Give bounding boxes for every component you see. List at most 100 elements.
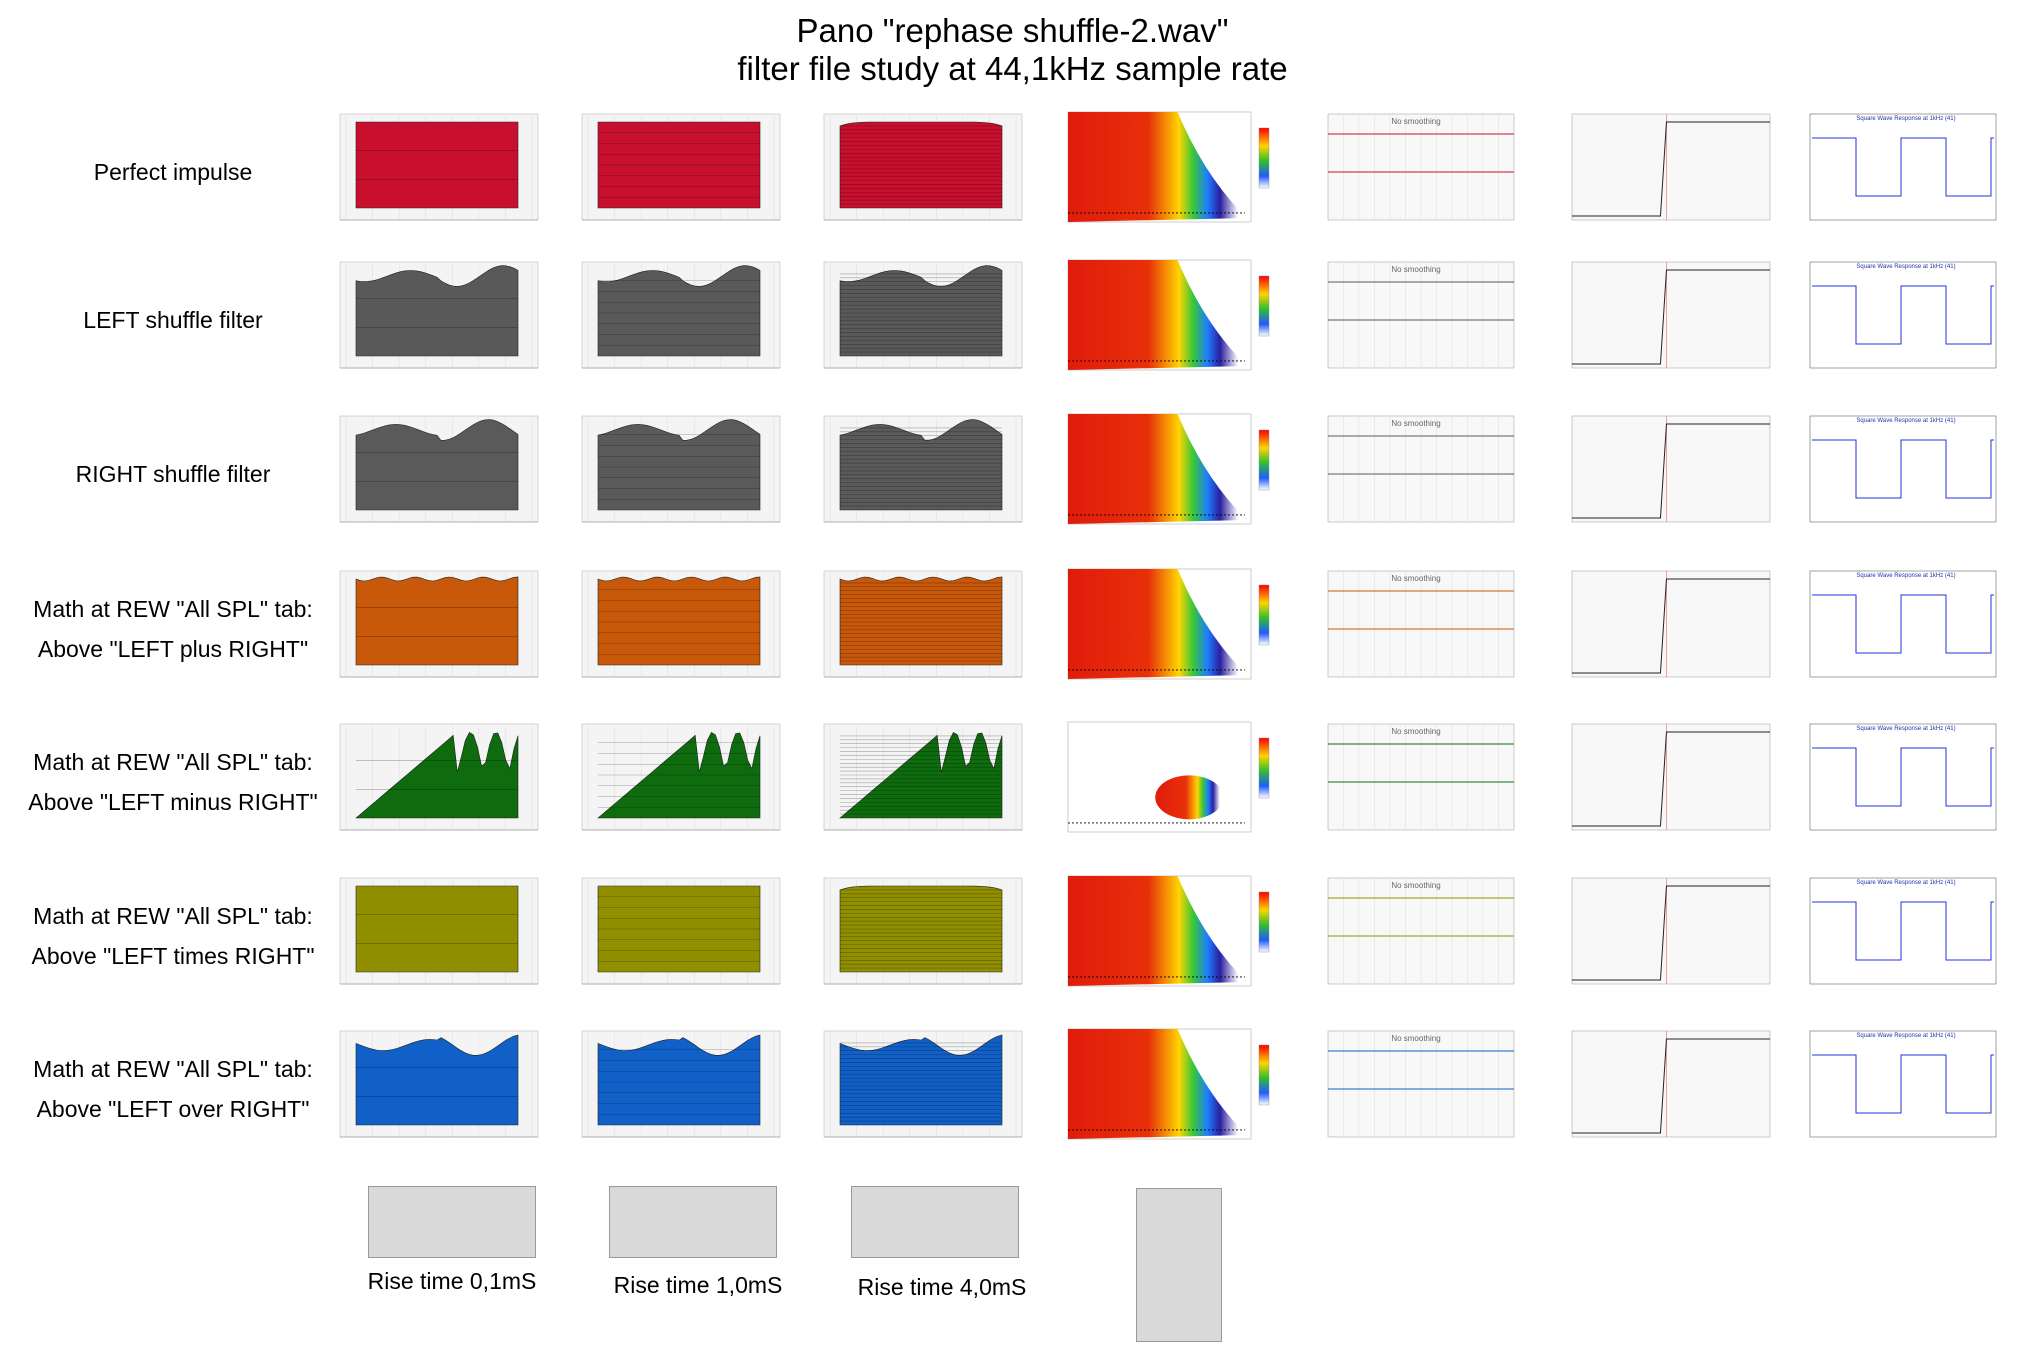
sq-panel: Square Wave Response at 1kHz (41) [1806, 565, 2006, 693]
sq-plot: Square Wave Response at 1kHz (41) [1806, 872, 2006, 1000]
row-label-line: Math at REW "All SPL" tab: [33, 596, 313, 622]
wf-plot [576, 256, 786, 384]
row-label-line: Perfect impulse [93, 159, 253, 185]
fr-panel: No smoothing [1318, 256, 1542, 384]
phase-plot [1564, 718, 1782, 846]
no-smoothing-label: No smoothing [1391, 265, 1440, 274]
rise-time-settings-panel-3[interactable] [851, 1186, 1019, 1258]
row-label: Math at REW "All SPL" tab: Above "LEFT pl… [8, 589, 338, 669]
wf-panel [334, 410, 544, 538]
wf-panel [334, 1025, 544, 1153]
fr-panel: No smoothing [1318, 410, 1542, 538]
sq-plot: Square Wave Response at 1kHz (41) [1806, 108, 2006, 236]
fr-panel: No smoothing [1318, 718, 1542, 846]
row-label-line: Above "LEFT over RIGHT" [36, 1096, 310, 1122]
phase-panel [1564, 1025, 1782, 1153]
phase-plot [1564, 410, 1782, 538]
spec-plot [1060, 410, 1295, 538]
sq-plot: Square Wave Response at 1kHz (41) [1806, 718, 2006, 846]
wf-plot [818, 410, 1028, 538]
fr-plot: No smoothing [1318, 718, 1542, 846]
fr-plot: No smoothing [1318, 108, 1542, 236]
rise-time-caption-3: Rise time 4,0mS [857, 1274, 1027, 1300]
no-smoothing-label: No smoothing [1391, 1034, 1440, 1043]
phase-plot [1564, 565, 1782, 693]
phase-panel [1564, 108, 1782, 236]
fr-plot: No smoothing [1318, 1025, 1542, 1153]
phase-panel [1564, 718, 1782, 846]
no-smoothing-label: No smoothing [1391, 727, 1440, 736]
fr-plot: No smoothing [1318, 410, 1542, 538]
wf-plot [334, 410, 544, 538]
wf-plot [818, 872, 1028, 1000]
spec-panel [1060, 108, 1295, 236]
rise-time-caption-2: Rise time 1,0mS [613, 1272, 783, 1298]
wf-panel [576, 256, 786, 384]
wf-panel [818, 565, 1028, 693]
fr-plot: No smoothing [1318, 872, 1542, 1000]
wf-plot [818, 718, 1028, 846]
wf-plot [334, 718, 544, 846]
rise-time-settings-panel-2[interactable] [609, 1186, 777, 1258]
spec-plot [1060, 565, 1295, 693]
square-wave-title: Square Wave Response at 1kHz (41) [1856, 573, 1955, 579]
sq-panel: Square Wave Response at 1kHz (41) [1806, 108, 2006, 236]
wf-plot [818, 108, 1028, 236]
wf-panel [818, 410, 1028, 538]
square-wave-title: Square Wave Response at 1kHz (41) [1856, 418, 1955, 424]
page-title-line-2: filter file study at 44,1kHz sample rate [737, 50, 1288, 87]
sq-panel: Square Wave Response at 1kHz (41) [1806, 718, 2006, 846]
square-wave-title: Square Wave Response at 1kHz (41) [1856, 116, 1955, 122]
wf-panel [334, 565, 544, 693]
wf-panel [818, 872, 1028, 1000]
no-smoothing-label: No smoothing [1391, 419, 1440, 428]
wf-panel [576, 872, 786, 1000]
fr-panel: No smoothing [1318, 108, 1542, 236]
spec-panel [1060, 256, 1295, 384]
row-label-line: LEFT shuffle filter [83, 307, 263, 333]
row-label-line: Above "LEFT times RIGHT" [31, 943, 315, 969]
spectrogram-settings-panel[interactable] [1136, 1188, 1222, 1342]
wf-panel [334, 108, 544, 236]
rise-time-caption-1: Rise time 0,1mS [367, 1268, 537, 1294]
fr-panel: No smoothing [1318, 872, 1542, 1000]
fr-plot: No smoothing [1318, 256, 1542, 384]
wf-plot [576, 872, 786, 1000]
phase-plot [1564, 108, 1782, 236]
sq-panel: Square Wave Response at 1kHz (41) [1806, 1025, 2006, 1153]
row-label: LEFT shuffle filter [8, 300, 338, 340]
wf-plot [334, 108, 544, 236]
wf-plot [576, 718, 786, 846]
wf-plot [576, 1025, 786, 1153]
phase-panel [1564, 410, 1782, 538]
spec-plot [1060, 718, 1295, 846]
fr-panel: No smoothing [1318, 1025, 1542, 1153]
wf-panel [818, 256, 1028, 384]
rise-time-settings-panel-1[interactable] [368, 1186, 536, 1258]
spec-plot [1060, 108, 1295, 236]
row-label-line: Math at REW "All SPL" tab: [33, 1056, 313, 1082]
row-label-line: Above "LEFT minus RIGHT" [28, 789, 318, 815]
wf-plot [334, 256, 544, 384]
wf-panel [576, 108, 786, 236]
sq-plot: Square Wave Response at 1kHz (41) [1806, 565, 2006, 693]
wf-plot [818, 565, 1028, 693]
fr-plot: No smoothing [1318, 565, 1542, 693]
row-label: Math at REW "All SPL" tab: Above "LEFT ti… [8, 896, 338, 976]
sq-plot: Square Wave Response at 1kHz (41) [1806, 256, 2006, 384]
spec-plot [1060, 872, 1295, 1000]
spec-panel [1060, 872, 1295, 1000]
row-label: Math at REW "All SPL" tab: Above "LEFT ov… [8, 1049, 338, 1129]
wf-panel [576, 565, 786, 693]
sq-panel: Square Wave Response at 1kHz (41) [1806, 256, 2006, 384]
wf-panel [334, 872, 544, 1000]
no-smoothing-label: No smoothing [1391, 574, 1440, 583]
phase-panel [1564, 565, 1782, 693]
phase-plot [1564, 872, 1782, 1000]
row-label: RIGHT shuffle filter [8, 454, 338, 494]
wf-panel [818, 718, 1028, 846]
wf-plot [334, 872, 544, 1000]
row-label-line: Above "LEFT plus RIGHT" [37, 636, 309, 662]
spec-panel [1060, 1025, 1295, 1153]
sq-panel: Square Wave Response at 1kHz (41) [1806, 872, 2006, 1000]
